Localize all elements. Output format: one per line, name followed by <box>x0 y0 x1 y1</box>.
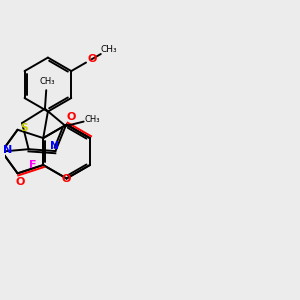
Text: N: N <box>3 145 12 155</box>
Text: O: O <box>16 177 25 187</box>
Text: N: N <box>50 140 58 151</box>
Text: O: O <box>62 173 71 184</box>
Text: O: O <box>66 112 76 122</box>
Text: CH₃: CH₃ <box>39 77 55 86</box>
Text: CH₃: CH₃ <box>100 45 117 54</box>
Text: O: O <box>87 54 97 64</box>
Text: CH₃: CH₃ <box>84 115 100 124</box>
Text: S: S <box>20 123 27 133</box>
Text: F: F <box>28 160 36 170</box>
